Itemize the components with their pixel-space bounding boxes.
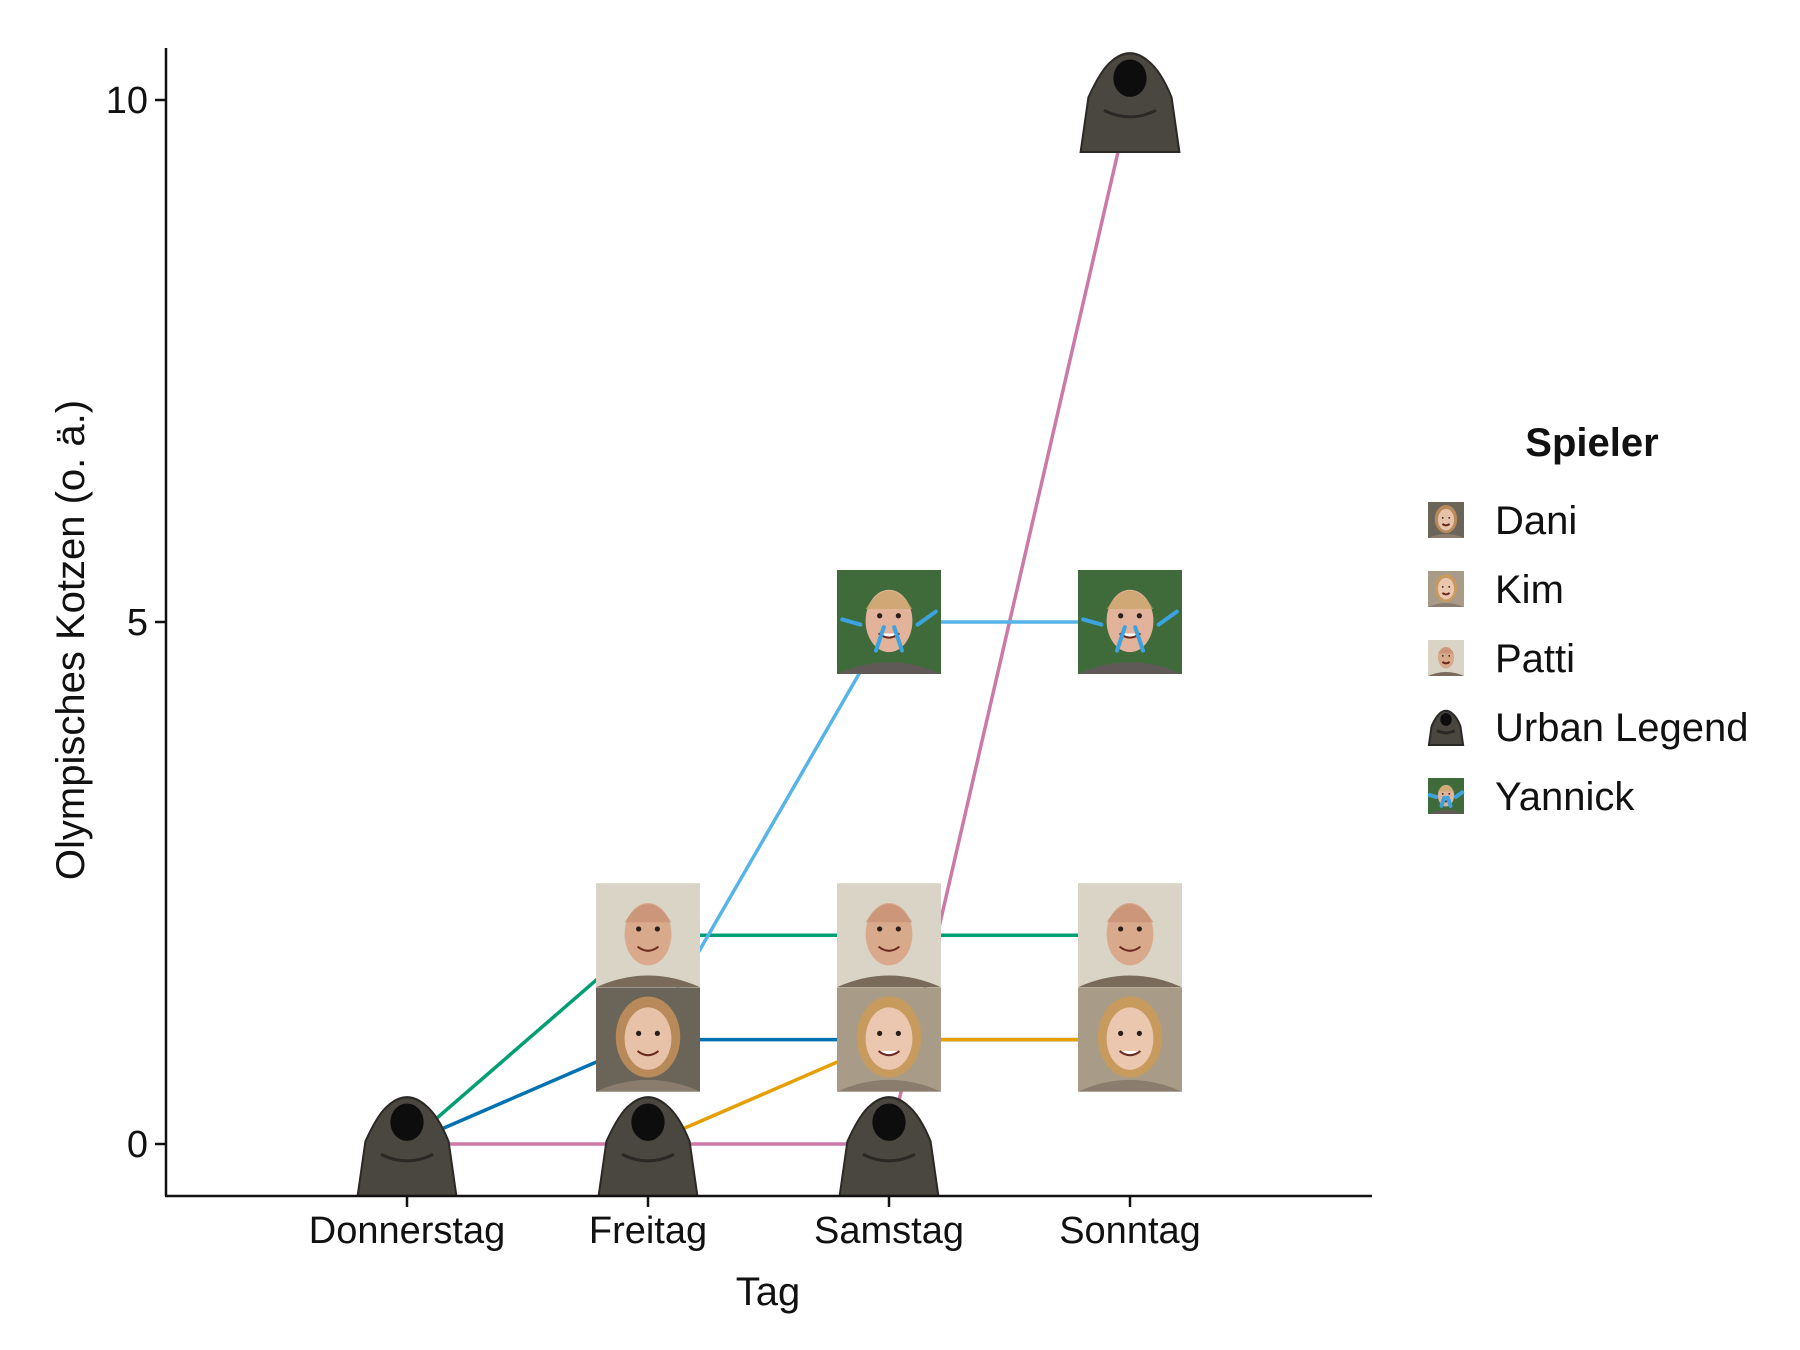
x-axis-title: Tag [736,1270,801,1314]
axes [164,48,1372,1198]
marker-patti-samstag [837,883,941,988]
marker-yannick-sonntag [1078,570,1182,674]
marker-patti-freitag [596,883,700,988]
hooded-figure-icon [1427,709,1465,746]
marker-urban-legend-freitag [597,1096,699,1197]
marker-yannick-samstag [837,570,941,674]
marker-kim-samstag [837,987,941,1092]
yannick-face-icon [1427,778,1465,814]
legend-label-patti: Patti [1495,637,1575,681]
series-line-patti [405,933,1130,1146]
legend-label-kim: Kim [1495,568,1564,612]
x-tick-label-freitag: Freitag [589,1210,707,1252]
y-tick-label-5: 5 [127,602,148,644]
legend-item-patti: Patti [1428,637,1575,681]
legend-label-urban-legend: Urban Legend [1495,706,1749,750]
x-tick-label-donnerstag: Donnerstag [309,1210,505,1252]
legend-item-urban-legend: Urban Legend [1427,706,1749,750]
legend-item-dani: Dani [1428,499,1577,543]
y-tick-label-0: 0 [127,1124,148,1166]
legend-item-kim: Kim [1428,568,1564,612]
ticks: Donnerstag Freitag Samstag Sonntag 0 5 10 [106,80,1201,1252]
series-lines [405,99,1132,1146]
marker-urban-legend-samstag [838,1096,940,1197]
y-axis-title: Olympisches Kotzen (o. ä.) [49,400,93,880]
kim-face-icon [1428,571,1464,607]
legend-title: Spieler [1525,421,1658,465]
marker-urban-legend-sonntag [1079,52,1181,153]
patti-face-icon [1428,640,1464,676]
marker-kim-sonntag [1078,987,1182,1092]
x-tick-label-sonntag: Sonntag [1059,1210,1201,1252]
y-tick-label-10: 10 [106,80,148,122]
marker-patti-sonntag [1078,883,1182,988]
dani-face-icon [1428,502,1464,538]
legend-item-yannick: Yannick [1427,775,1635,819]
legend: Spieler Dani Kim Patti Urban Legend Yannick [1427,421,1749,819]
marker-dani-freitag [596,987,700,1092]
point-markers [356,52,1182,1197]
marker-urban-legend-donnerstag [356,1096,458,1197]
legend-label-yannick: Yannick [1495,775,1635,819]
legend-label-dani: Dani [1495,499,1577,543]
x-tick-label-samstag: Samstag [814,1210,964,1252]
